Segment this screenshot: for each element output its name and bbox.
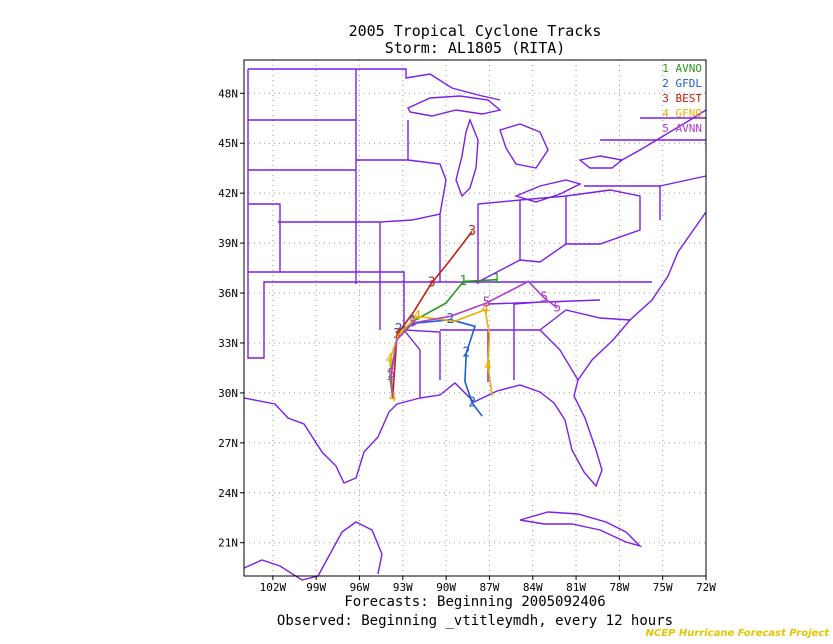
- track-line-avnn: [390, 280, 558, 398]
- credit-label: NCEP Hurricane Forecast Project: [645, 628, 829, 639]
- graticule-grid: [244, 60, 707, 576]
- lon-tick-label: 78W: [609, 581, 629, 594]
- track-marker-best: 3: [428, 276, 436, 291]
- lat-tick-label: 30N: [218, 387, 238, 400]
- track-marker-gfno: 4: [481, 302, 489, 317]
- lake-erie: [513, 179, 582, 203]
- forecasts-caption: Forecasts: Beginning 2005092406: [344, 594, 606, 610]
- lon-tick-label: 72W: [696, 581, 716, 594]
- legend-entry-gfdl: 2 GFDL: [662, 77, 702, 90]
- track-marker-gfno: 4: [386, 352, 394, 367]
- lon-tick-label: 102W: [260, 581, 287, 594]
- chart-title: 2005 Tropical Cyclone Tracks: [348, 22, 602, 40]
- track-marker-gfdl: 2: [468, 395, 476, 410]
- lon-tick-label: 90W: [436, 581, 456, 594]
- lon-tick-label: 84W: [523, 581, 543, 594]
- lat-tick-label: 27N: [218, 437, 238, 450]
- st-lawrence: [621, 109, 707, 161]
- lon-tick-label: 99W: [306, 581, 326, 594]
- us-canada-border: [248, 68, 501, 101]
- track-marker-avnn: 5: [553, 301, 561, 316]
- track-marker-avno: 1: [493, 272, 501, 287]
- track-marker-best: 3: [393, 327, 401, 342]
- lon-tick-label: 87W: [480, 581, 500, 594]
- track-line-gfno: [388, 308, 494, 398]
- lat-tick-label: 21N: [218, 537, 238, 550]
- lon-tick-label: 93W: [393, 581, 413, 594]
- lat-tick-label: 42N: [218, 187, 238, 200]
- track-marker-gfdl: 2: [462, 345, 470, 360]
- track-line-gfdl: [398, 318, 483, 417]
- track-marker-gfno: 4: [389, 390, 397, 405]
- track-marker-avnn: 5: [387, 367, 395, 382]
- track-marker-avnn: 5: [483, 296, 491, 311]
- lon-tick-label: 81W: [566, 581, 586, 594]
- gulf-coastline: [243, 211, 707, 488]
- legend-entry-avnn: 5 AVNN: [662, 122, 702, 135]
- map-frame: [243, 59, 707, 577]
- lon-tick-label: 75W: [653, 581, 673, 594]
- legend-entry-best: 3 BEST: [662, 92, 702, 105]
- track-marker-gfno: 4: [413, 309, 421, 324]
- legend-entry-gfno: 4 GFNO: [662, 107, 702, 120]
- track-marker-avnn: 5: [409, 315, 417, 330]
- lat-tick-label: 33N: [218, 337, 238, 350]
- track-marker-avno: 1: [386, 369, 394, 384]
- legend-entry-avno: 1 AVNO: [662, 62, 702, 75]
- track-marker-avno: 1: [460, 274, 468, 289]
- observed-caption: Observed: Beginning _vtitleymdh, every 1…: [276, 613, 674, 629]
- track-marker-avnn: 5: [540, 291, 548, 306]
- state-lines: [247, 69, 707, 398]
- chart-subtitle: Storm: AL1805 (RITA): [384, 39, 566, 57]
- lat-tick-label: 39N: [218, 237, 238, 250]
- lat-tick-label: 45N: [218, 137, 238, 150]
- cuba-coastline: [519, 511, 643, 548]
- lat-tick-label: 24N: [218, 487, 238, 500]
- yucatan-coastline: [243, 521, 383, 581]
- lake-huron: [499, 123, 549, 169]
- lake-superior: [407, 95, 502, 117]
- model-legend: 1 AVNO 2 GFDL 3 BEST 4 GFNO 5 AVNN: [662, 62, 702, 135]
- track-marker-gfdl: 2: [447, 312, 455, 327]
- map-axes: 102W 99W 96W 93W 90W 87W 84W 81W 78W 75W 72W 21N 24N…: [218, 59, 716, 594]
- track-marker-best: 3: [468, 224, 476, 239]
- track-marker-gfno: 4: [484, 359, 492, 374]
- lat-tick-label: 36N: [218, 287, 238, 300]
- map-boundaries: [243, 68, 707, 581]
- track-line-avno: [388, 278, 497, 399]
- lake-ontario: [578, 155, 624, 169]
- lake-michigan: [455, 117, 479, 198]
- lon-tick-label: 96W: [350, 581, 370, 594]
- track-marker-gfdl: 2: [395, 322, 403, 337]
- lat-tick-label: 48N: [218, 87, 238, 100]
